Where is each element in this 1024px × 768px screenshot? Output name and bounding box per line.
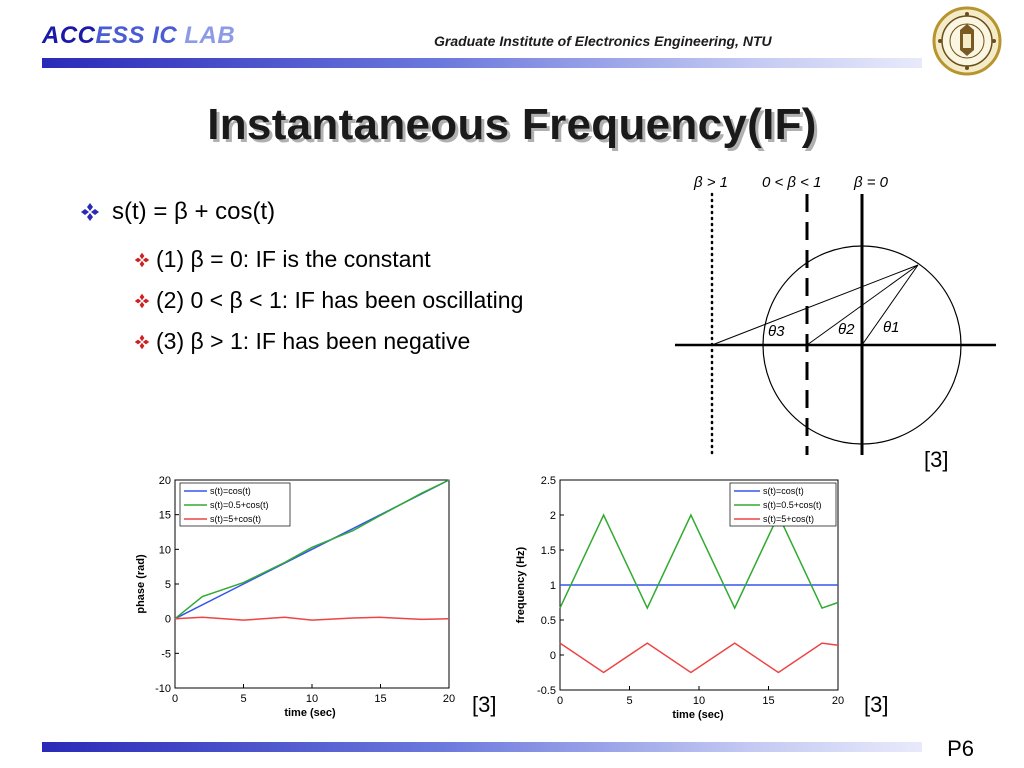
legend-label: s(t)=0.5+cos(t) [763,500,822,510]
bullet-sub-3: (3) β > 1: IF has been negative [134,328,470,355]
series-line-3 [174,616,450,621]
legend-label: s(t)=0.5+cos(t) [210,500,269,510]
legend: s(t)=cos(t) s(t)=0.5+cos(t) s(t)=5+cos(t… [729,482,837,527]
y-tick-label: -5 [161,648,171,660]
bullet-sub-text: (3) β > 1: IF has been negative [156,328,471,354]
y-axis-label: frequency (Hz) [515,546,527,623]
institute-name: Graduate Institute of Electronics Engine… [434,33,772,49]
x-axis: 0 5 10 15 20 [172,684,455,705]
y-tick-label: 5 [165,579,171,591]
series-group [559,513,839,674]
y-tick-label: 15 [159,510,171,522]
diamond-bullet-icon [134,252,150,267]
bullet-main-text: s(t) = β + cos(t) [112,198,276,225]
lab-logo-text: ACCESS IC LAB [42,22,235,50]
label-beta-between: 0 < β < 1 [762,174,821,191]
phase-chart: 20 15 10 5 0 -5 -10 0 5 10 15 20 s(t)=cos(t) s(t)=… [135,475,455,719]
frequency-chart: 2.521.510.50-0.5 0 5 10 15 20 s(t)=cos(t) s(… [515,475,844,721]
y-tick-label: 0.5 [541,615,556,627]
x-tick-label: 10 [306,693,318,705]
series-line-2 [559,513,839,610]
brand-text-1: ACC [42,22,96,49]
bullet-main: s(t) = β + cos(t) [80,198,275,226]
page-number: P6 [947,736,974,761]
diamond-bullet-icon [134,334,150,349]
y-tick-label: 1.5 [541,545,556,557]
bullet-sub-text: (2) 0 < β < 1: IF has been oscillating [156,287,524,313]
bullet-sub-1: (1) β = 0: IF is the constant [134,246,431,273]
y-tick-label: -0.5 [537,685,556,697]
x-tick-label: 10 [693,695,705,707]
y-tick-label: -10 [155,683,171,695]
bullet-sub-text: (1) β = 0: IF is the constant [156,246,431,272]
y-axis-label: phase (rad) [135,554,147,614]
university-seal-icon [932,6,1002,76]
theta-1-label: θ1 [883,319,899,336]
y-tick-label: 20 [159,475,171,487]
legend-label: s(t)=5+cos(t) [210,514,261,524]
citation-diagram: [3] [924,447,949,472]
radius-line-1 [861,264,919,346]
citation-phase-chart: [3] [472,692,497,717]
x-tick-label: 20 [443,693,455,705]
x-axis-label: time (sec) [284,707,336,719]
slide-title: Instantaneous Frequency(IF) [207,100,817,149]
y-tick-label: 10 [159,544,171,556]
series-line-3 [559,642,839,674]
diamond-bullet-icon [134,293,150,308]
x-tick-label: 20 [832,695,844,707]
x-axis-label: time (sec) [672,709,724,721]
footer-bar [42,742,922,752]
series-line-2 [174,479,450,620]
y-axis: 2.5 2 1.5 1 0.5 0 -0.5 [537,475,564,697]
y-tick-label: 2.5 [541,475,556,487]
label-beta-gt-1: β > 1 [693,174,728,191]
legend-label: s(t)=5+cos(t) [763,514,814,524]
x-tick-label: 15 [374,693,386,705]
series-group [174,479,450,621]
diamond-bullet-icon [81,203,99,221]
header-bar [42,58,922,68]
radius-line-3 [711,264,919,346]
theta-3-label: θ3 [768,323,785,340]
legend: s(t)=cos(t) s(t)=0.5+cos(t) s(t)=5+cos(t… [179,482,291,527]
citation-frequency-chart: [3] [864,692,889,717]
radius-line-2 [806,264,919,346]
phasor-diagram: β > 1 0 < β < 1 β = 0 θ3 θ2 θ1 [675,174,996,457]
x-tick-label: 0 [557,695,563,707]
x-tick-label: 15 [762,695,774,707]
legend-label: s(t)=cos(t) [763,486,804,496]
theta-2-label: θ2 [838,321,855,338]
y-tick-label: 1 [550,580,556,592]
legend-label: s(t)=cos(t) [210,486,251,496]
brand-text-2: ESS IC [95,22,178,49]
x-axis: 0 5 10 15 20 [557,686,844,707]
x-tick-label: 0 [172,693,178,705]
bullet-sub-2: (2) 0 < β < 1: IF has been oscillating [134,287,523,314]
y-tick-label: 0 [165,614,171,626]
x-tick-label: 5 [626,695,632,707]
y-axis: 20 15 10 5 0 -5 -10 [155,475,179,695]
y-tick-label: 2 [550,510,556,522]
y-tick-label: 0 [550,650,556,662]
label-beta-eq-0: β = 0 [853,174,889,191]
unit-circle [762,245,962,445]
x-tick-label: 5 [240,693,246,705]
brand-text-3: LAB [177,22,236,49]
